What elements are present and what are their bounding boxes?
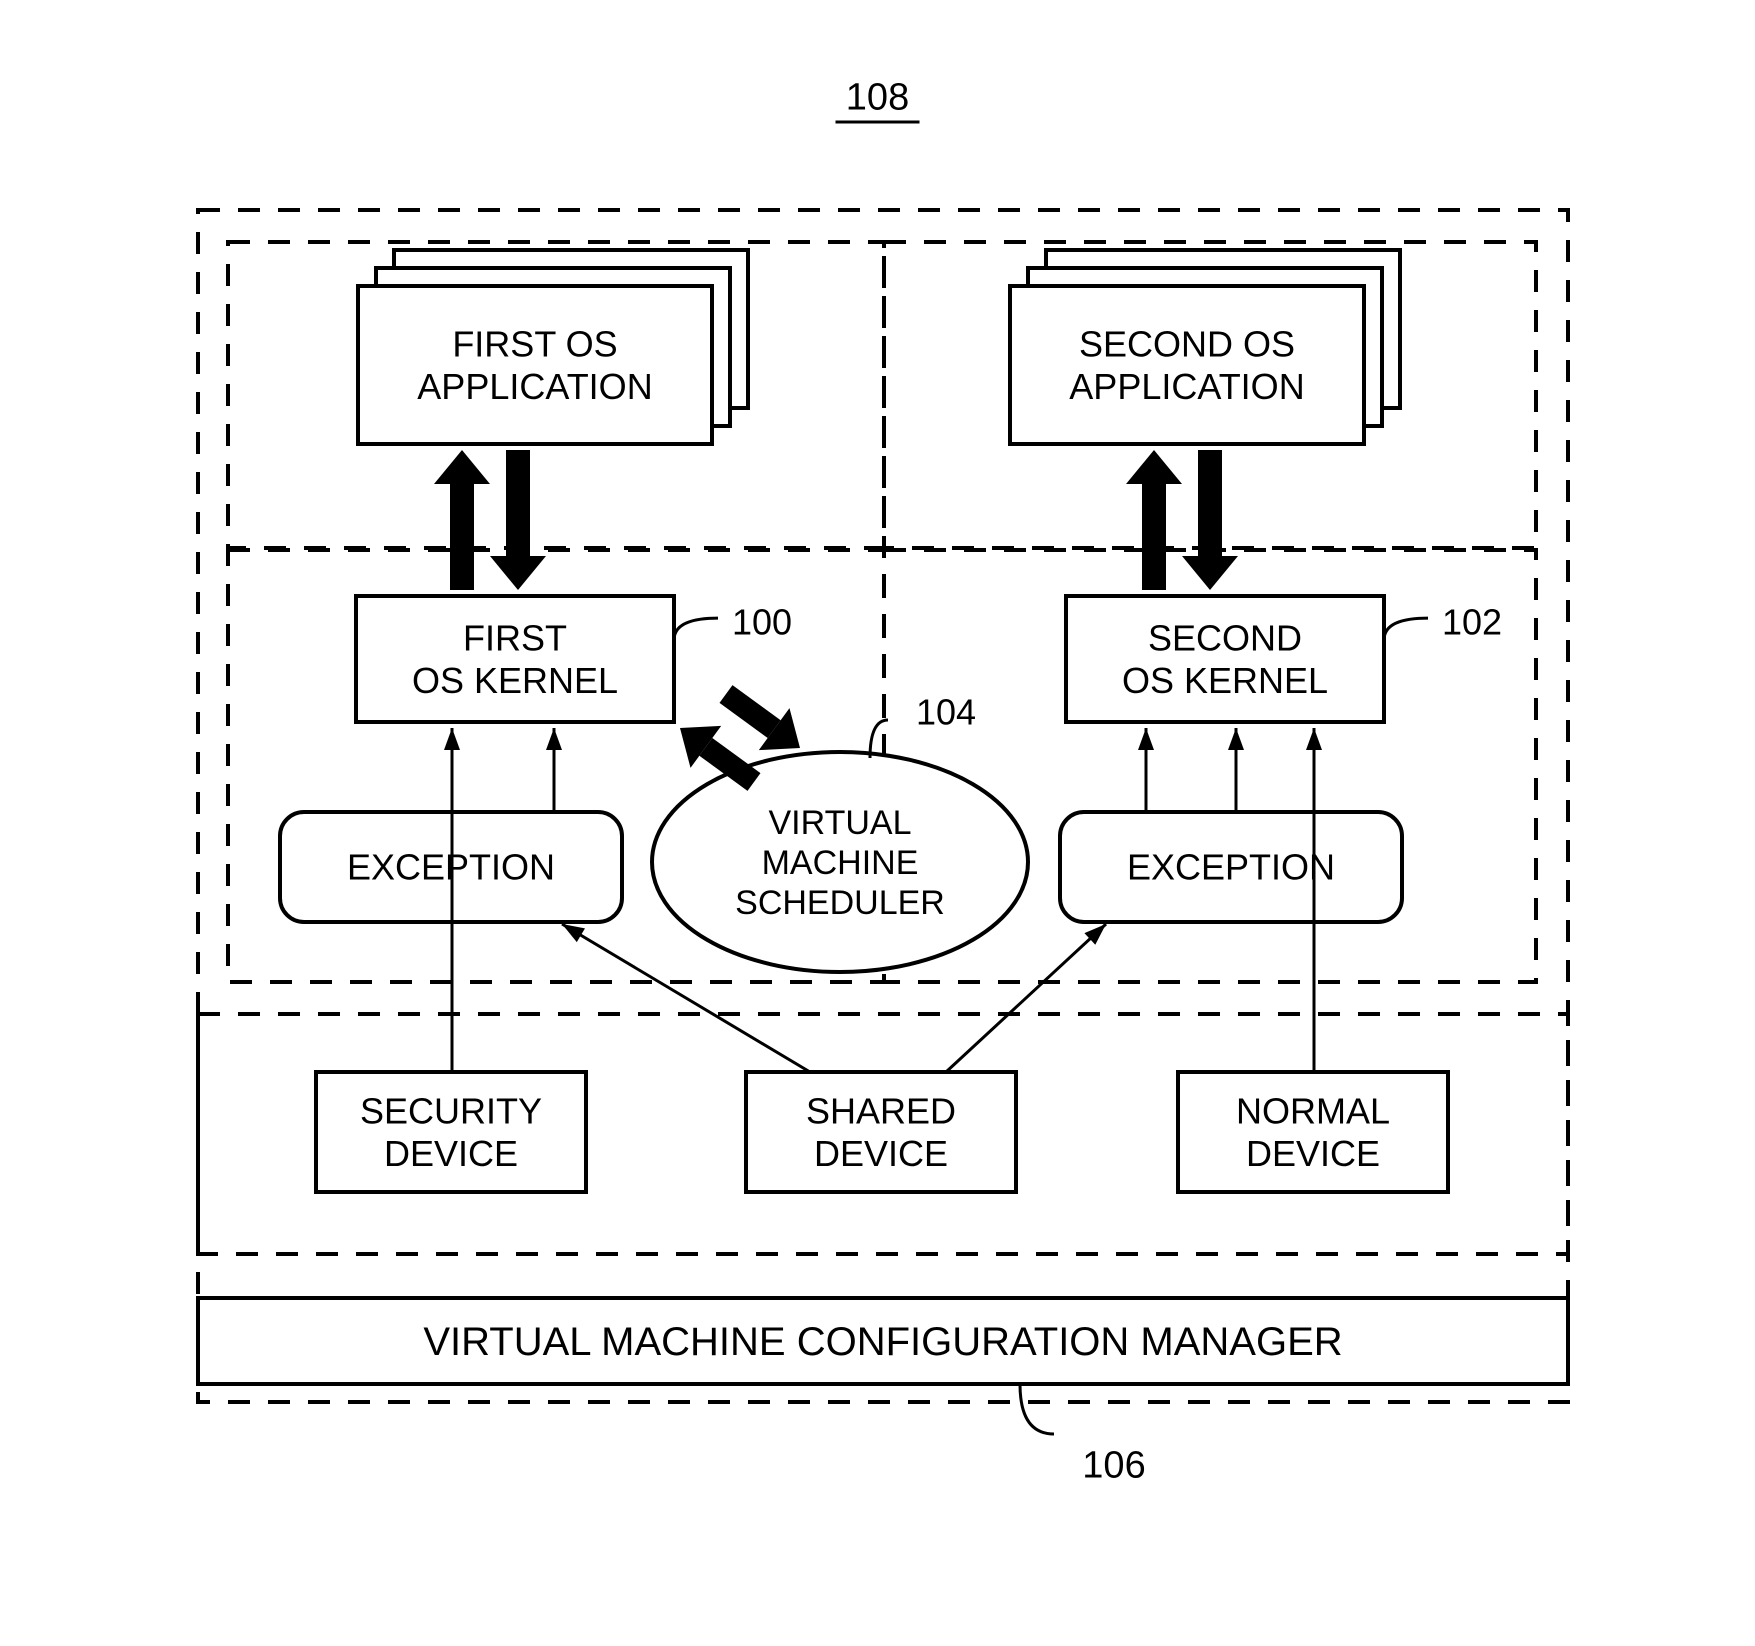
ref-106: 106 (1082, 1444, 1145, 1486)
exception-right-label: EXCEPTION (1127, 847, 1335, 888)
arrow-first-kernel-to-vms (726, 694, 774, 729)
arrows-second-app-kernel-up (1126, 450, 1182, 590)
ref-100: 100 (732, 602, 792, 643)
first-os-application-label: FIRST OSAPPLICATION (417, 323, 652, 406)
arrows-first-app-kernel-up (434, 450, 490, 590)
second-os-application-label: SECOND OSAPPLICATION (1069, 323, 1304, 406)
diagram-canvas: 108 FIRST OSAPPLICATION SECOND OSAPPLICATI… (0, 0, 1755, 1646)
shared-device-label: SHAREDDEVICE (806, 1090, 956, 1173)
security-device-label: SECURITYDEVICE (360, 1090, 542, 1173)
arrow-vms-to-first-kernel (706, 747, 754, 782)
second-os-kernel-label: SECONDOS KERNEL (1122, 617, 1328, 700)
normal-device-label: NORMALDEVICE (1236, 1090, 1390, 1173)
shared-to-first-exception-right (946, 924, 1106, 1072)
arrows-second-app-kernel-down (1182, 450, 1238, 590)
vm-config-manager-label: VIRTUAL MACHINE CONFIGURATION MANAGER (423, 1320, 1342, 1364)
ref-104: 104 (916, 692, 976, 733)
arrows-first-app-kernel-down (490, 450, 546, 590)
ref-102: 102 (1442, 602, 1502, 643)
figure-number: 108 (846, 76, 909, 118)
